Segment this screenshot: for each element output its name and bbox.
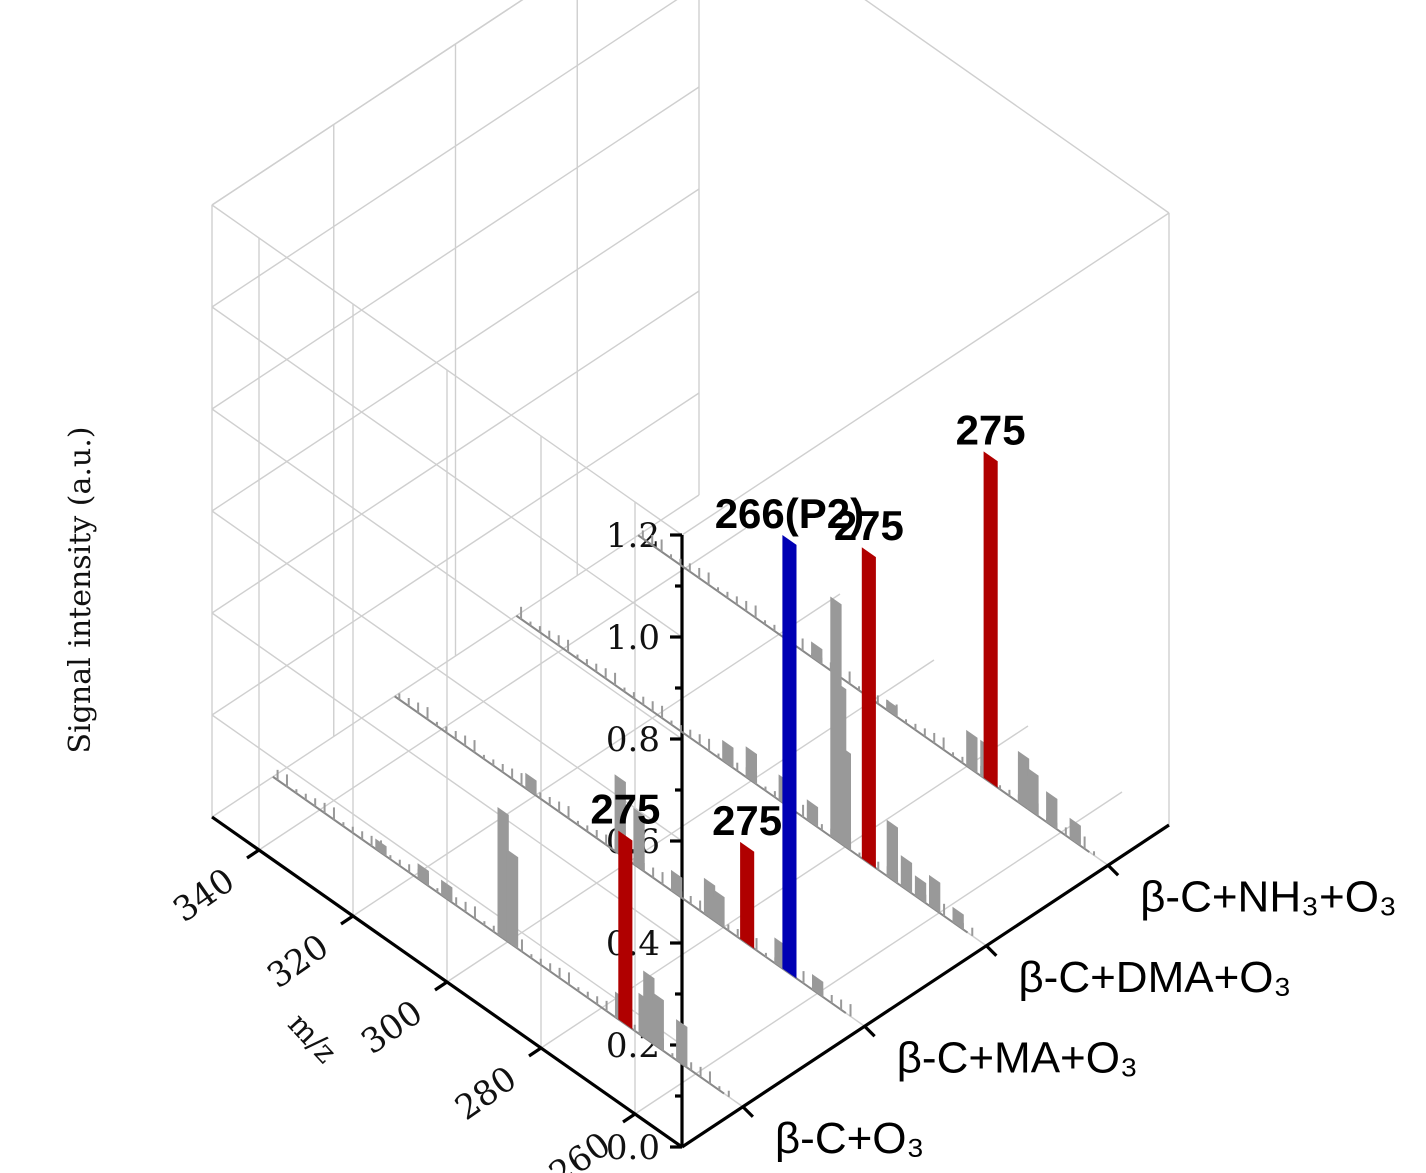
peak-label: 275 bbox=[712, 797, 782, 844]
spectrum-peak bbox=[417, 863, 429, 887]
spectrum-peak bbox=[812, 974, 824, 998]
spectrum-peak bbox=[811, 641, 823, 665]
series-label-1: β-C+MA+O₃ bbox=[897, 1033, 1138, 1082]
spectrum-peak bbox=[506, 849, 519, 949]
spectrum-peak bbox=[713, 889, 725, 928]
highlight-peak-266(P2) bbox=[782, 535, 797, 979]
series-tick bbox=[863, 1025, 876, 1038]
spectrum-peak bbox=[1046, 791, 1058, 830]
highlight-peak-275 bbox=[618, 830, 633, 1030]
spectrum-peak bbox=[643, 970, 655, 1045]
series-label-3: β-C+NH₃+O₃ bbox=[1140, 872, 1397, 921]
box-edge-top-right bbox=[864, 0, 1170, 214]
tick-labels: 0.00.20.40.60.81.01.2260280300320340β-C+… bbox=[166, 516, 1397, 1173]
gridline-floor bbox=[258, 527, 747, 851]
series-axis-line bbox=[681, 823, 1170, 1149]
x-tick-label: 340 bbox=[166, 861, 242, 931]
spectrum-peak bbox=[806, 799, 819, 828]
spectrum-peak bbox=[914, 875, 927, 904]
spectrum-peak bbox=[703, 877, 716, 922]
z-tick-label: 0.8 bbox=[606, 720, 660, 760]
spectrum-peak bbox=[966, 729, 978, 774]
axes bbox=[211, 533, 1170, 1149]
z-tick-label: 0.0 bbox=[606, 1128, 660, 1168]
spectrum-peak bbox=[900, 855, 913, 894]
spectrum-peak bbox=[497, 807, 509, 943]
z-tick-label: 1.0 bbox=[606, 618, 660, 658]
x-tick bbox=[434, 980, 448, 992]
x-tick bbox=[246, 848, 260, 860]
series-tick bbox=[985, 944, 998, 957]
z-tick-label: 0.4 bbox=[606, 924, 660, 964]
series-tick bbox=[1106, 864, 1120, 877]
z-tick-label: 1.2 bbox=[606, 516, 660, 556]
x-axis-title: m/z bbox=[281, 1007, 344, 1071]
box-edge-top-back bbox=[211, 0, 524, 206]
spectrum-peak bbox=[886, 699, 898, 718]
spectrum-peak bbox=[1069, 817, 1081, 847]
z-axis-title: Signal intensity (a.u.) bbox=[63, 427, 98, 754]
spectrum-peak bbox=[671, 869, 683, 899]
spectrum-peak bbox=[525, 772, 537, 796]
spectrum-peak bbox=[952, 906, 964, 930]
highlight-peak-275 bbox=[740, 841, 755, 949]
spectrum-peak bbox=[633, 807, 645, 872]
spectrum-peak bbox=[652, 992, 664, 1052]
gridline-floor bbox=[634, 791, 1123, 1115]
x-tick-label: 320 bbox=[260, 927, 336, 997]
series-tick bbox=[741, 1105, 755, 1118]
x-tick bbox=[622, 1112, 636, 1124]
x-tick-label: 280 bbox=[448, 1059, 524, 1129]
peak-label: 275 bbox=[834, 502, 904, 549]
spectrum-peak bbox=[745, 746, 757, 785]
spectrum-peak bbox=[676, 1019, 688, 1068]
highlight-peak-275 bbox=[983, 451, 998, 788]
spectrum-peak bbox=[839, 745, 851, 851]
box-edge-top-front bbox=[681, 212, 1170, 536]
spectrum-peak bbox=[929, 874, 941, 914]
spectrum-peak bbox=[722, 739, 734, 769]
x-tick bbox=[340, 914, 354, 926]
gridline-floor bbox=[446, 659, 935, 983]
spectrum-peak bbox=[441, 879, 453, 903]
series-label-0: β-C+O₃ bbox=[775, 1114, 925, 1163]
spectrum-peaks bbox=[375, 596, 1081, 1068]
x-tick bbox=[528, 1046, 542, 1058]
gridline-floor bbox=[352, 593, 841, 917]
peak-label: 275 bbox=[956, 406, 1026, 453]
highlight-peaks bbox=[618, 451, 998, 1030]
x-tick-label: 300 bbox=[354, 993, 430, 1063]
spectrum-peak bbox=[1017, 750, 1030, 810]
spectrum-peak bbox=[886, 819, 898, 884]
spectrum-peak bbox=[375, 838, 387, 857]
peak-label: 266(P2) bbox=[715, 490, 864, 537]
series-label-2: β-C+DMA+O₃ bbox=[1018, 953, 1291, 1002]
spectrum-peak bbox=[1027, 767, 1039, 817]
peak-label: 275 bbox=[590, 786, 660, 833]
highlight-peak-275 bbox=[861, 547, 876, 869]
